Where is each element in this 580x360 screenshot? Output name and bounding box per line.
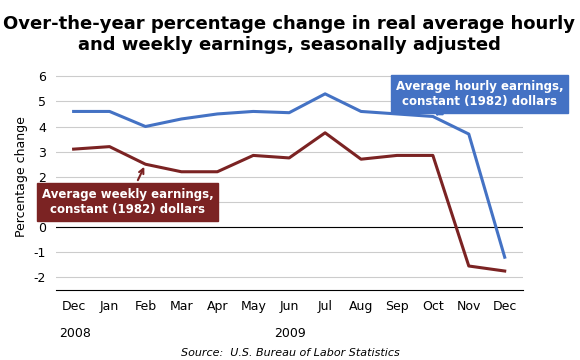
Text: 2008: 2008	[60, 327, 91, 339]
Text: Average weekly earnings,
constant (1982) dollars: Average weekly earnings, constant (1982)…	[42, 169, 213, 216]
Text: Average hourly earnings,
constant (1982) dollars: Average hourly earnings, constant (1982)…	[396, 80, 563, 114]
Text: 2009: 2009	[274, 327, 306, 339]
Y-axis label: Percentage change: Percentage change	[15, 116, 28, 237]
Text: Source:  U.S. Bureau of Labor Statistics: Source: U.S. Bureau of Labor Statistics	[180, 348, 400, 359]
Title: Over-the-year percentage change in real average hourly
and weekly earnings, seas: Over-the-year percentage change in real …	[3, 15, 575, 54]
